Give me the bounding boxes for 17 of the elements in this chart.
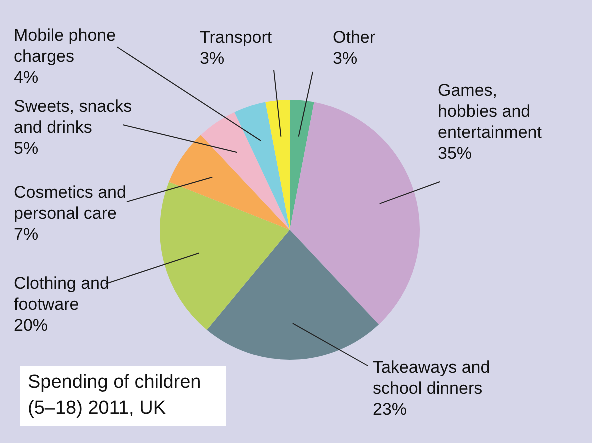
slice-label: Clothing and footware [14, 273, 110, 315]
data-label: 35% [438, 143, 474, 164]
data-label: 7% [14, 224, 40, 245]
slice-label: Sweets, snacks and drinks [14, 96, 134, 138]
data-label: 23% [373, 399, 408, 420]
data-label: 3% [333, 48, 359, 69]
slice-label: Cosmetics and personal care [14, 182, 128, 224]
slice-label: Takeaways and school dinners [373, 357, 492, 399]
slice-label: Other [333, 27, 377, 48]
slice-label: Transport [200, 27, 274, 48]
data-label: 3% [200, 48, 226, 69]
data-label: 20% [14, 315, 50, 336]
slice-label: Games, hobbies and entertainment [438, 80, 543, 143]
text: Spending of children (5–18) 2011, UK [20, 366, 226, 426]
data-label: 4% [14, 67, 40, 88]
slice-label: Mobile phone charges [14, 25, 118, 67]
data-label: 5% [14, 138, 40, 159]
